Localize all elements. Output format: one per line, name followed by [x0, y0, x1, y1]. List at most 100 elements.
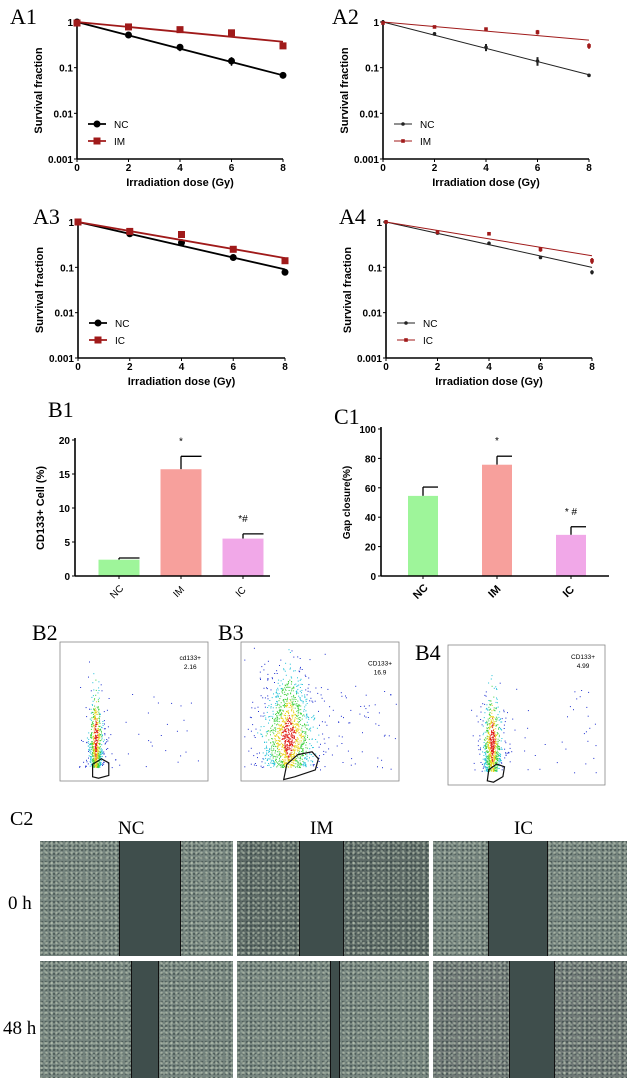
event-dot: [286, 748, 287, 750]
event-dot: [297, 688, 299, 690]
event-dot: [493, 731, 495, 733]
event-dot: [585, 731, 587, 733]
event-dot: [263, 766, 265, 768]
event-dot: [262, 758, 264, 760]
event-dot: [290, 748, 292, 750]
event-dot: [301, 689, 303, 691]
event-dot: [91, 723, 92, 725]
bar-ic: [556, 534, 586, 576]
event-dot: [484, 770, 486, 772]
event-dot: [296, 761, 298, 763]
event-dot: [282, 735, 284, 737]
event-dot: [98, 756, 100, 758]
event-dot: [504, 748, 506, 750]
event-dot: [314, 717, 316, 719]
event-dot: [301, 745, 303, 747]
row-label-0h: 0 h: [8, 893, 32, 914]
event-dot: [268, 739, 270, 741]
event-dot: [93, 746, 95, 747]
legend-label-im: IM: [420, 137, 431, 148]
event-dot: [290, 741, 292, 743]
gate-label: cd133+: [179, 655, 201, 662]
event-dot: [92, 736, 94, 738]
legend-marker: [404, 321, 408, 325]
event-dot: [303, 710, 305, 712]
event-dot: [93, 765, 94, 767]
event-dot: [505, 754, 507, 756]
event-dot: [274, 763, 276, 765]
gate-label: CD133+: [368, 661, 392, 668]
event-dot: [286, 733, 288, 735]
event-dot: [500, 760, 501, 762]
event-dot: [85, 765, 87, 767]
event-dot: [273, 730, 275, 731]
event-dot: [284, 721, 286, 723]
event-dot: [567, 716, 568, 718]
event-dot: [492, 750, 493, 752]
event-dot: [103, 763, 105, 765]
event-dot: [259, 752, 260, 754]
event-dot: [277, 695, 279, 697]
event-dot: [311, 754, 313, 756]
event-dot: [293, 695, 295, 697]
event-dot: [488, 745, 490, 747]
event-dot: [489, 704, 491, 706]
event-dot: [99, 740, 101, 742]
event-dot: [297, 738, 299, 740]
event-dot: [103, 761, 105, 763]
event-dot: [297, 677, 298, 679]
event-dot: [289, 679, 291, 681]
event-dot: [280, 695, 282, 697]
event-dot: [297, 707, 299, 709]
event-dot: [92, 746, 94, 748]
event-dot: [96, 766, 98, 768]
event-dot: [88, 732, 90, 734]
event-dot: [89, 761, 91, 763]
event-dot: [295, 691, 297, 692]
event-dot: [290, 693, 292, 695]
event-dot: [272, 710, 274, 712]
event-dot: [92, 723, 94, 725]
event-dot: [275, 713, 277, 714]
event-dot: [491, 741, 493, 743]
event-dot: [304, 737, 306, 739]
event-dot: [306, 754, 308, 756]
event-dot: [488, 750, 490, 752]
event-dot: [288, 719, 289, 721]
event-dot: [254, 763, 256, 764]
event-dot: [492, 748, 494, 750]
event-dot: [316, 727, 318, 729]
event-dot: [289, 668, 291, 670]
event-dot: [290, 728, 292, 730]
event-dot: [471, 709, 473, 711]
legend-label-nc: NC: [420, 120, 434, 131]
event-dot: [277, 687, 279, 689]
event-dot: [295, 746, 297, 748]
event-dot: [497, 757, 499, 759]
event-dot: [295, 683, 297, 685]
event-dot: [491, 758, 493, 760]
event-dot: [288, 690, 290, 691]
event-dot: [283, 727, 285, 728]
event-dot: [283, 762, 285, 764]
event-dot: [97, 722, 99, 723]
y-tick-label: 0.001: [49, 354, 74, 365]
event-dot: [312, 756, 314, 757]
legend-marker: [93, 137, 101, 145]
event-dot: [490, 762, 492, 764]
event-dot: [307, 760, 309, 762]
event-dot: [485, 761, 487, 763]
y-tick-label: 1: [67, 18, 73, 29]
event-dot: [92, 743, 93, 744]
event-dot: [101, 763, 103, 765]
event-dot: [296, 741, 298, 743]
event-dot: [491, 763, 493, 764]
event-dot: [90, 743, 91, 745]
event-dot: [271, 759, 273, 761]
event-dot: [495, 686, 497, 688]
event-dot: [499, 682, 501, 684]
event-dot: [276, 719, 278, 721]
event-dot: [490, 737, 492, 739]
event-dot: [92, 759, 94, 761]
event-dot: [490, 768, 492, 770]
